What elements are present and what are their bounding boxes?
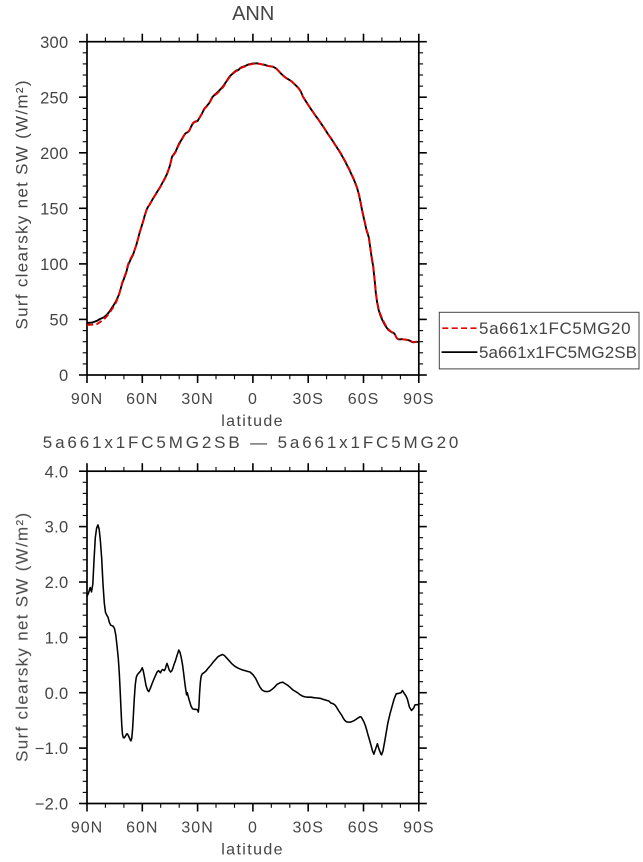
svg-text:90N: 90N	[71, 391, 103, 408]
svg-text:60S: 60S	[348, 391, 379, 408]
svg-text:1.0: 1.0	[45, 630, 69, 648]
svg-text:60N: 60N	[126, 819, 158, 836]
svg-text:3.0: 3.0	[45, 519, 69, 537]
svg-text:60N: 60N	[126, 391, 158, 408]
svg-text:4.0: 4.0	[45, 463, 69, 481]
svg-text:2.0: 2.0	[45, 574, 69, 592]
svg-text:90S: 90S	[403, 819, 434, 836]
svg-text:5a661x1FC5MG20: 5a661x1FC5MG20	[479, 319, 631, 338]
svg-text:−2.0: −2.0	[35, 796, 69, 814]
svg-text:5a661x1FC5MG2SB — 5a661x1FC5MG: 5a661x1FC5MG2SB — 5a661x1FC5MG20	[43, 433, 459, 452]
svg-text:−1.0: −1.0	[35, 740, 69, 758]
svg-text:300: 300	[40, 34, 68, 52]
svg-text:ANN: ANN	[232, 3, 274, 25]
svg-text:30N: 30N	[181, 819, 213, 836]
svg-text:Surf clearsky net SW (W/m²): Surf clearsky net SW (W/m²)	[13, 81, 32, 330]
svg-text:60S: 60S	[348, 819, 379, 836]
svg-text:30N: 30N	[181, 391, 213, 408]
svg-text:200: 200	[40, 145, 68, 163]
svg-text:30S: 30S	[292, 819, 323, 836]
svg-text:90N: 90N	[71, 819, 103, 836]
svg-text:5a661x1FC5MG2SB: 5a661x1FC5MG2SB	[479, 343, 637, 362]
svg-text:100: 100	[40, 256, 68, 274]
svg-text:150: 150	[40, 200, 68, 218]
svg-text:0.0: 0.0	[45, 685, 69, 703]
svg-text:50: 50	[50, 312, 69, 330]
svg-text:250: 250	[40, 89, 68, 107]
svg-text:Surf clearsky net SW (W/m²): Surf clearsky net SW (W/m²)	[13, 513, 32, 762]
svg-text:0: 0	[248, 391, 258, 408]
svg-text:0: 0	[248, 819, 258, 836]
svg-text:latitude: latitude	[221, 842, 284, 859]
svg-text:0: 0	[59, 367, 68, 385]
svg-text:90S: 90S	[403, 391, 434, 408]
svg-text:latitude: latitude	[221, 413, 284, 430]
svg-text:30S: 30S	[292, 391, 323, 408]
